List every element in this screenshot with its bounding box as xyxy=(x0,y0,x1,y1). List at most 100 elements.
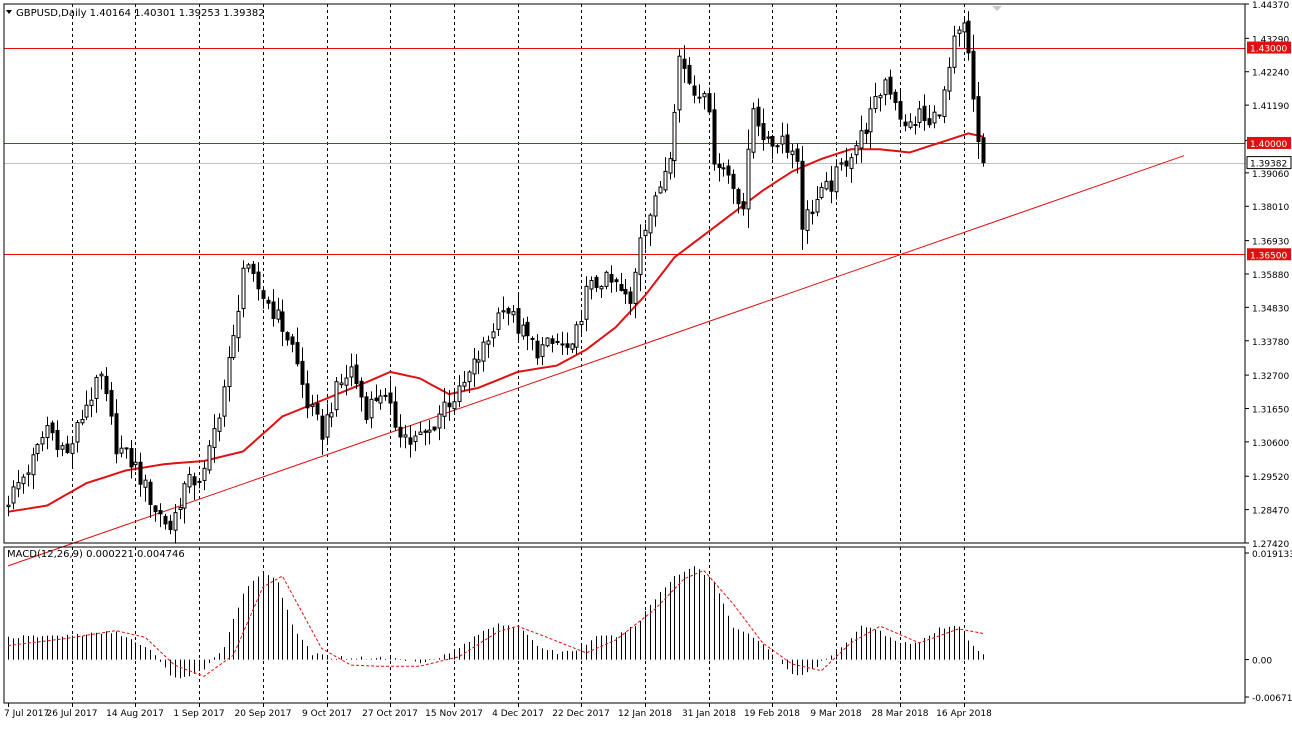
candle[interactable] xyxy=(952,25,957,74)
trend-line[interactable] xyxy=(7,155,1185,567)
candle[interactable] xyxy=(476,350,481,375)
candle[interactable] xyxy=(217,413,222,442)
candle[interactable] xyxy=(873,82,878,113)
candle[interactable] xyxy=(766,131,771,144)
candle[interactable] xyxy=(11,480,16,510)
candle[interactable] xyxy=(442,387,447,430)
candle[interactable] xyxy=(589,276,594,300)
candle[interactable] xyxy=(168,514,173,535)
candle[interactable] xyxy=(854,140,859,164)
candle[interactable] xyxy=(511,304,516,323)
candle[interactable] xyxy=(770,134,775,160)
candle[interactable] xyxy=(84,390,89,420)
candle[interactable] xyxy=(437,405,442,441)
candle[interactable] xyxy=(927,105,932,128)
candle[interactable] xyxy=(388,379,393,414)
candle[interactable] xyxy=(280,299,285,347)
candle[interactable] xyxy=(746,129,751,229)
candle[interactable] xyxy=(467,370,472,394)
candle[interactable] xyxy=(741,193,746,216)
candle[interactable] xyxy=(545,337,550,348)
candle[interactable] xyxy=(614,277,619,292)
candle[interactable] xyxy=(256,262,261,301)
candle[interactable] xyxy=(447,390,452,421)
candle[interactable] xyxy=(60,442,65,457)
candle[interactable] xyxy=(893,89,898,111)
candle[interactable] xyxy=(207,439,212,474)
candle[interactable] xyxy=(94,374,99,413)
candle[interactable] xyxy=(398,414,403,448)
candle[interactable] xyxy=(780,122,785,154)
candle[interactable] xyxy=(942,86,947,124)
candle[interactable] xyxy=(878,93,883,112)
candle[interactable] xyxy=(609,265,614,293)
candle[interactable] xyxy=(663,157,668,193)
candle[interactable] xyxy=(158,503,163,528)
candle[interactable] xyxy=(898,88,903,125)
candle[interactable] xyxy=(163,513,168,530)
candle[interactable] xyxy=(824,172,829,191)
candle[interactable] xyxy=(231,324,236,361)
candle[interactable] xyxy=(114,399,119,464)
candle[interactable] xyxy=(491,323,496,347)
candle[interactable] xyxy=(187,466,192,494)
candle[interactable] xyxy=(658,181,663,194)
candle[interactable] xyxy=(917,100,922,128)
candle[interactable] xyxy=(266,296,271,310)
candle[interactable] xyxy=(521,318,526,340)
candle[interactable] xyxy=(133,451,138,471)
candle[interactable] xyxy=(75,420,80,453)
candle[interactable] xyxy=(374,384,379,403)
candle[interactable] xyxy=(981,133,986,167)
candle[interactable] xyxy=(810,199,815,225)
candle[interactable] xyxy=(197,477,202,489)
candle[interactable] xyxy=(305,370,310,419)
candle[interactable] xyxy=(310,394,315,417)
candle[interactable] xyxy=(344,364,349,396)
candle[interactable] xyxy=(315,394,320,421)
candle[interactable] xyxy=(888,69,893,100)
candle[interactable] xyxy=(31,447,36,490)
candle[interactable] xyxy=(222,379,227,427)
candle[interactable] xyxy=(65,435,70,454)
candle[interactable] xyxy=(16,470,21,498)
candle[interactable] xyxy=(178,497,183,520)
candle[interactable] xyxy=(55,420,60,458)
candle[interactable] xyxy=(432,426,437,432)
candle[interactable] xyxy=(276,297,281,323)
candle[interactable] xyxy=(682,45,687,83)
candle[interactable] xyxy=(815,186,820,217)
candle[interactable] xyxy=(937,114,942,119)
candle[interactable] xyxy=(501,296,506,320)
candle[interactable] xyxy=(383,387,388,401)
candle[interactable] xyxy=(481,336,486,372)
candle[interactable] xyxy=(236,294,241,352)
candle[interactable] xyxy=(525,316,530,351)
candle[interactable] xyxy=(540,336,545,366)
candle[interactable] xyxy=(192,472,197,500)
candle[interactable] xyxy=(726,159,731,184)
candle[interactable] xyxy=(903,114,908,132)
candle[interactable] xyxy=(506,306,511,326)
candle[interactable] xyxy=(555,333,560,345)
candle[interactable] xyxy=(290,334,295,353)
candle[interactable] xyxy=(913,116,918,135)
candle[interactable] xyxy=(604,270,609,290)
candle[interactable] xyxy=(751,102,756,159)
candle[interactable] xyxy=(633,268,638,319)
scroll-marker-icon[interactable] xyxy=(992,6,1002,11)
candle[interactable] xyxy=(496,307,501,336)
candle[interactable] xyxy=(859,115,864,163)
candle[interactable] xyxy=(173,504,178,544)
candle[interactable] xyxy=(560,331,565,355)
candle[interactable] xyxy=(834,159,839,200)
candle[interactable] xyxy=(668,151,673,180)
candle[interactable] xyxy=(129,439,134,479)
candle[interactable] xyxy=(182,481,187,524)
candle[interactable] xyxy=(89,387,94,418)
candle[interactable] xyxy=(692,75,697,104)
candle[interactable] xyxy=(6,495,11,517)
candle[interactable] xyxy=(408,425,413,458)
candle[interactable] xyxy=(329,402,334,428)
candle[interactable] xyxy=(599,285,604,299)
